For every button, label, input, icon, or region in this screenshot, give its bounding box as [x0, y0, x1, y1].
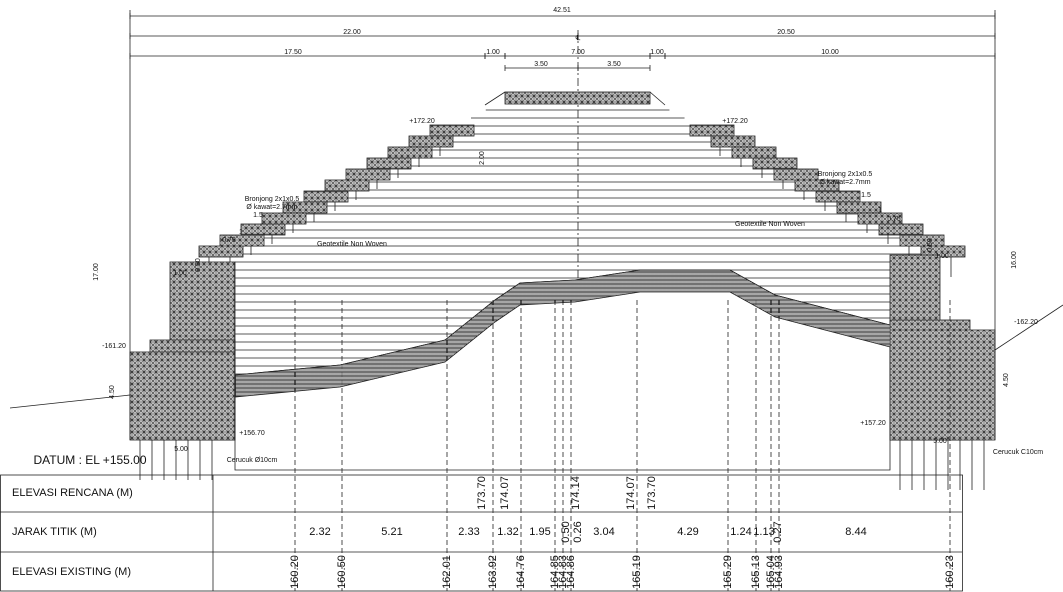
annotation: 16.00	[1011, 251, 1018, 269]
annotation: 17.00	[93, 263, 100, 281]
annotation: 1.00	[486, 49, 500, 56]
annotation: Cerucuk C10cm	[993, 449, 1043, 456]
annotation: -161.20	[102, 343, 126, 350]
annotation: 1.5	[253, 212, 263, 219]
annotation: 3.50	[534, 61, 548, 68]
annotation: 1.00	[650, 49, 664, 56]
annotation: 7.00	[571, 49, 585, 56]
gabion	[169, 261, 236, 353]
gabion	[752, 157, 798, 170]
cell: 1.32	[497, 526, 518, 538]
annotation: Ø kawat=2.7mm	[819, 179, 870, 186]
cell: 4.29	[677, 526, 698, 538]
cell: 5.21	[381, 526, 402, 538]
gabion	[878, 223, 924, 236]
annotation: 4.50	[109, 385, 116, 399]
gabion	[889, 329, 996, 441]
annotation: 1	[878, 207, 882, 214]
annotation: Geotextile Non Woven	[735, 221, 805, 228]
annotation: -162.20	[1014, 319, 1038, 326]
cell: 0.26	[572, 521, 584, 542]
gabion	[429, 124, 475, 137]
annotation: 4.50	[1003, 373, 1010, 387]
cell: 3.04	[593, 526, 614, 538]
cell: 8.44	[845, 526, 866, 538]
gabion	[710, 135, 756, 148]
cell: 174.14	[570, 476, 582, 510]
gabion	[408, 135, 454, 148]
gabion	[836, 201, 882, 214]
annotation: 10.00	[821, 49, 839, 56]
gabion	[387, 146, 433, 159]
annotation: 5.00	[174, 446, 188, 453]
row-label: ELEVASI EXISTING (M)	[12, 566, 131, 578]
cell: 173.70	[646, 476, 658, 510]
cell: 2.33	[458, 526, 479, 538]
annotation: +172.20	[409, 118, 435, 125]
line	[994, 304, 1063, 351]
annotation: 3.50	[607, 61, 621, 68]
annotation: 17.50	[284, 49, 302, 56]
cell: 0.50	[560, 521, 572, 542]
annotation: 0.50	[195, 258, 202, 272]
annotation: +157.20	[860, 420, 886, 427]
gabion	[303, 190, 349, 203]
annotation: +156.70	[239, 430, 265, 437]
annotation: Geotextile Non Woven	[317, 241, 387, 248]
gabion	[920, 245, 966, 258]
gabion	[129, 351, 236, 441]
annotation: 2.00	[479, 151, 486, 165]
annotation: 1.00	[935, 253, 949, 260]
annotation: 22.00	[343, 29, 361, 36]
table	[0, 474, 963, 592]
gabion	[261, 212, 307, 225]
line	[9, 394, 131, 409]
gabion	[198, 245, 244, 258]
line	[649, 91, 666, 106]
cell: 0.27	[772, 521, 784, 542]
annotation: ℄	[575, 35, 581, 42]
annotation: Cerucuk Ø10cm	[227, 457, 278, 464]
pavement	[504, 91, 651, 105]
gabion	[240, 223, 286, 236]
gabion	[366, 157, 412, 170]
cell: 174.07	[499, 476, 511, 510]
cell: 1.24	[730, 526, 751, 538]
gabion	[773, 168, 819, 181]
cell: 174.07	[625, 476, 637, 510]
cell: 1.13	[753, 526, 774, 538]
gabion	[324, 179, 370, 192]
row-label: JARAK TITIK (M)	[12, 526, 97, 538]
annotation: 42.51	[553, 7, 571, 14]
cell: 2.32	[309, 526, 330, 538]
annotation: 0.50	[927, 238, 934, 252]
annotation: 20.50	[777, 29, 795, 36]
annotation: 1.5	[861, 192, 871, 199]
line	[484, 91, 506, 106]
gabion	[815, 190, 861, 203]
gabion	[345, 168, 391, 181]
annotation: +172.20	[722, 118, 748, 125]
row-label: ELEVASI RENCANA (M)	[12, 487, 133, 499]
cell: 1.95	[529, 526, 550, 538]
annotation: DATUM : EL +155.00	[33, 453, 146, 467]
gabion	[689, 124, 735, 137]
annotation: 1	[239, 229, 243, 236]
annotation: Bronjong 2x1x0.5	[818, 171, 873, 178]
annotation: 1.00	[173, 270, 187, 277]
cell: 173.70	[476, 476, 488, 510]
annotation: Bronjong 2x1x0.5	[245, 196, 300, 203]
gabion	[731, 146, 777, 159]
annotation: Ø kawat=2.7mm	[246, 204, 297, 211]
gabion	[899, 234, 945, 247]
annotation: 0.75	[887, 216, 901, 223]
annotation: 0.75	[222, 237, 236, 244]
drawing: 42.51 22.00 20.50 17.50 1.00 7.00 1.00 10.00 3.5…	[0, 7, 1063, 592]
annotation: 5.00	[933, 438, 947, 445]
